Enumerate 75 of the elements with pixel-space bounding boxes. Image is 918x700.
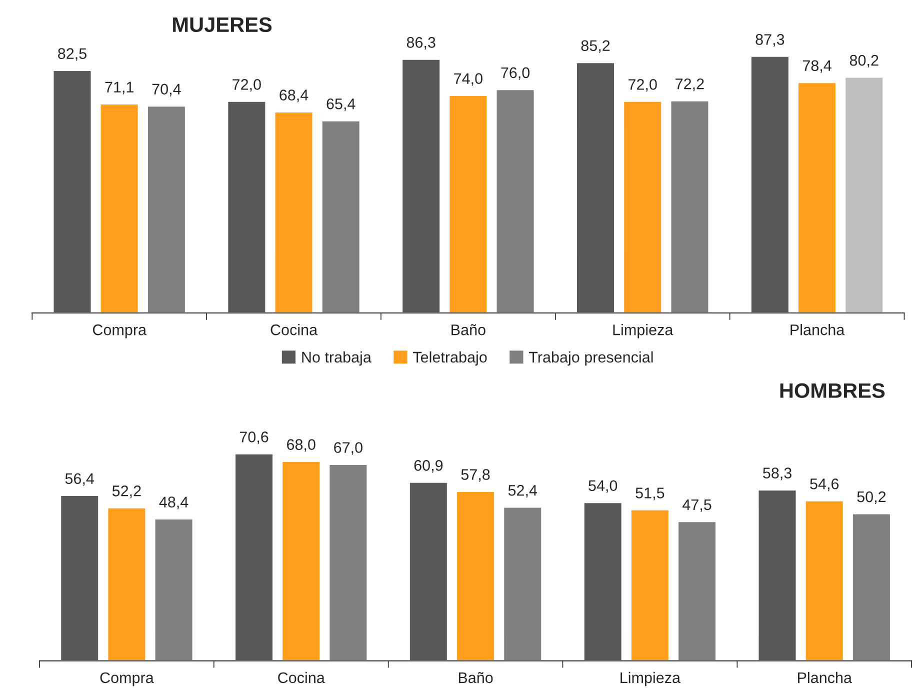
data-label: 87,3 [756, 34, 784, 47]
data-label: 65,4 [326, 98, 356, 112]
data-label: 78,4 [802, 60, 832, 73]
data-label: 74,0 [454, 73, 482, 86]
data-label: 85,2 [581, 40, 610, 53]
data-label: 71,1 [105, 82, 134, 94]
data-label: 67,0 [334, 442, 362, 455]
data-label: 72,2 [676, 78, 704, 92]
data-label: 70,6 [240, 432, 268, 444]
data-label: 58,3 [763, 468, 792, 480]
data-label: 72,0 [628, 79, 657, 92]
data-label: 47,5 [682, 499, 712, 512]
data-label: 68,4 [280, 90, 308, 102]
chart-title: HOMBRES [780, 383, 885, 398]
bar [328, 464, 368, 661]
data-label: 56,4 [65, 473, 94, 486]
bar [852, 512, 892, 661]
bar [456, 490, 496, 661]
bar [630, 509, 670, 661]
x-tick-label: Compra [92, 324, 147, 338]
bar [320, 120, 361, 313]
data-label: 80,2 [850, 54, 878, 68]
data-label: 52,2 [112, 486, 141, 498]
data-label: 72,0 [232, 79, 261, 92]
data-label: 76,0 [501, 67, 530, 80]
bar [106, 506, 147, 661]
bar [408, 481, 448, 661]
bar [582, 502, 623, 661]
bar [281, 460, 321, 661]
bar [154, 518, 194, 661]
bar [448, 94, 488, 313]
x-tick-label: Limpieza [613, 324, 674, 338]
x-tick-label: Compra [100, 672, 154, 686]
bar [99, 103, 140, 313]
x-tick-label: Limpieza [620, 672, 681, 686]
data-label: 50,2 [857, 491, 886, 504]
bar [274, 111, 314, 313]
legend-label: Trabajo presencial [528, 351, 653, 366]
data-label: 68,0 [287, 439, 316, 452]
data-label: 48,4 [159, 496, 188, 510]
bar [576, 62, 616, 313]
data-label: 52,4 [508, 484, 538, 498]
bar [52, 70, 92, 313]
chart-title: MUJERES [173, 17, 272, 32]
bar [750, 56, 790, 313]
bar [677, 520, 717, 661]
bar [797, 82, 837, 313]
bar [622, 100, 662, 313]
x-tick-label: Baño [458, 672, 493, 684]
data-label: 60,9 [414, 460, 443, 473]
x-tick-label: Cocina [278, 672, 325, 684]
bar [804, 500, 844, 661]
bar [495, 88, 536, 313]
x-tick-label: Baño [452, 324, 486, 336]
bar [670, 100, 710, 313]
data-label: 51,5 [636, 488, 664, 500]
legend-label: No trabaja [302, 351, 372, 366]
data-label: 82,5 [58, 48, 86, 61]
bar [401, 58, 441, 313]
x-tick-label: Cocina [270, 324, 318, 336]
data-label: 86,3 [406, 37, 436, 50]
bar [146, 105, 186, 313]
bar [60, 494, 100, 661]
bar [757, 489, 798, 661]
bar [502, 506, 542, 661]
data-label: 57,8 [461, 469, 490, 482]
data-label: 54,6 [810, 478, 839, 492]
data-label: 54,0 [588, 480, 618, 493]
bar [844, 76, 884, 313]
x-tick-label: Plancha [798, 672, 852, 684]
bar [226, 100, 267, 313]
bar [234, 453, 274, 661]
data-label: 70,4 [152, 84, 181, 96]
legend-label: Teletrabajo [413, 351, 487, 366]
x-tick-label: Plancha [790, 324, 845, 336]
